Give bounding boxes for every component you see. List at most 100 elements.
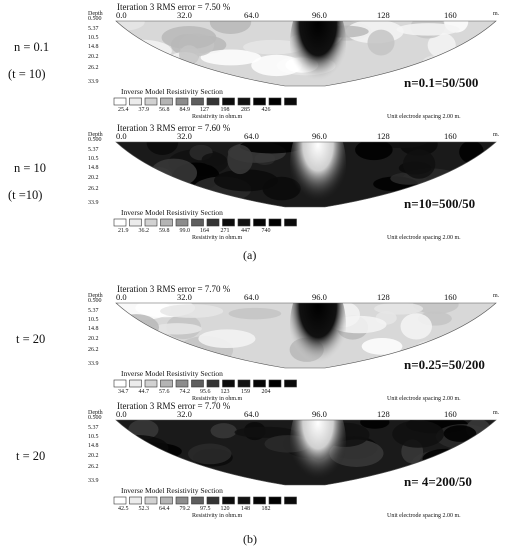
section-title: Inverse Model Resistivity Section bbox=[121, 369, 223, 378]
legend-value: 36.2 bbox=[138, 228, 150, 234]
depth-tick-label: 20.2 bbox=[88, 175, 99, 181]
electrode-spacing-label: Unit electrode spacing 2.00 m. bbox=[387, 396, 461, 402]
legend-swatch bbox=[253, 218, 266, 227]
legend-value: 127 bbox=[200, 107, 209, 113]
x-tick-label: 160 bbox=[444, 409, 457, 419]
depth-tick-label: 5.37 bbox=[88, 425, 99, 431]
rms-error-text: Iteration 3 RMS error = 7.60 % bbox=[117, 123, 231, 133]
x-tick-label: 128 bbox=[377, 131, 390, 141]
legend-swatch bbox=[175, 97, 189, 106]
legend-value: 123 bbox=[220, 389, 230, 395]
depth-tick-label: 14.8 bbox=[88, 326, 99, 332]
depth-tick-label: 20.2 bbox=[88, 336, 99, 342]
depth-tick-label: 26.2 bbox=[88, 65, 99, 71]
x-tick-label: 0.0 bbox=[116, 409, 127, 419]
legend-swatch bbox=[253, 97, 266, 106]
legend-swatch bbox=[206, 496, 220, 505]
resistivity-unit-label: Resistivity in ohm.m bbox=[192, 396, 243, 402]
x-tick-label: 64.0 bbox=[244, 292, 259, 302]
legend-swatch bbox=[206, 97, 220, 106]
depth-label: Depth bbox=[88, 410, 103, 416]
legend-value: 44.7 bbox=[138, 389, 150, 395]
legend-value: 57.6 bbox=[159, 389, 170, 395]
legend-value: 21.9 bbox=[118, 228, 129, 234]
legend-swatch bbox=[175, 379, 189, 388]
x-unit-label: m. bbox=[493, 11, 500, 17]
depth-tick-label: 33.9 bbox=[88, 200, 99, 206]
legend-value: 159 bbox=[241, 389, 250, 395]
legend-swatch bbox=[129, 496, 142, 505]
resistivity-unit-label: Resistivity in ohm.m bbox=[192, 114, 243, 120]
electrode-spacing-label: Unit electrode spacing 2.00 m. bbox=[387, 114, 461, 120]
rms-error-text: Iteration 3 RMS error = 7.70 % bbox=[117, 401, 231, 411]
x-unit-label: m. bbox=[493, 410, 500, 416]
section-outline bbox=[115, 20, 497, 87]
x-tick-label: 64.0 bbox=[244, 131, 259, 141]
legend-swatch bbox=[237, 97, 251, 106]
x-tick-label: 32.0 bbox=[177, 10, 192, 20]
side-label: t = 20 bbox=[16, 449, 46, 463]
depth-tick-label: 20.2 bbox=[88, 453, 99, 459]
resistivity-section bbox=[116, 21, 496, 86]
side-label: n = 10 bbox=[14, 161, 47, 175]
legend-swatch bbox=[129, 379, 142, 388]
depth-tick-label: 0.500 bbox=[88, 415, 102, 421]
ratio-label: n= 4=200/50 bbox=[404, 474, 472, 489]
x-unit-label: m. bbox=[493, 132, 500, 138]
legend-value: 99.0 bbox=[179, 228, 191, 234]
legend-value: 148 bbox=[241, 506, 250, 512]
legend-swatch bbox=[268, 496, 282, 505]
ratio-label: n=0.25=50/200 bbox=[404, 357, 485, 372]
depth-tick-label: 0.500 bbox=[88, 16, 102, 22]
caption-a: (a) bbox=[243, 248, 257, 262]
legend-swatch bbox=[191, 379, 204, 388]
legend-swatch bbox=[113, 496, 127, 505]
legend-swatch bbox=[284, 379, 297, 388]
rms-error-text: Iteration 3 RMS error = 7.50 % bbox=[117, 2, 231, 12]
legend-value: 25.4 bbox=[118, 107, 129, 113]
legend-swatch bbox=[144, 379, 158, 388]
legend-value: 37.9 bbox=[138, 107, 150, 113]
section-title: Inverse Model Resistivity Section bbox=[121, 486, 223, 495]
legend-swatch bbox=[129, 97, 142, 106]
x-tick-label: 64.0 bbox=[244, 10, 259, 20]
legend-value: 271 bbox=[220, 228, 230, 234]
legend-swatch bbox=[206, 379, 220, 388]
depth-tick-label: 5.37 bbox=[88, 308, 99, 314]
depth-tick-label: 20.2 bbox=[88, 54, 99, 60]
legend-swatch bbox=[284, 218, 297, 227]
legend-swatch bbox=[268, 97, 282, 106]
legend-swatch bbox=[222, 496, 235, 505]
legend-swatch bbox=[237, 496, 251, 505]
legend-value: 198 bbox=[220, 107, 230, 113]
legend-value: 164 bbox=[200, 228, 209, 234]
section-title: Inverse Model Resistivity Section bbox=[121, 208, 223, 217]
x-tick-label: 96.0 bbox=[312, 10, 327, 20]
legend-value: 95.6 bbox=[200, 389, 211, 395]
side-label: (t = 10) bbox=[8, 67, 46, 81]
electrode-spacing-label: Unit electrode spacing 2.00 m. bbox=[387, 513, 461, 519]
x-tick-label: 32.0 bbox=[177, 131, 192, 141]
legend-value: 59.8 bbox=[159, 228, 170, 234]
resistivity-unit-label: Resistivity in ohm.m bbox=[192, 235, 243, 241]
ratio-label: n=10=500/50 bbox=[404, 196, 476, 211]
depth-tick-label: 26.2 bbox=[88, 347, 99, 353]
depth-tick-label: 26.2 bbox=[88, 464, 99, 470]
x-tick-label: 0.0 bbox=[116, 10, 127, 20]
legend-swatch bbox=[191, 97, 204, 106]
legend-value: 52.3 bbox=[138, 506, 150, 512]
legend-swatch bbox=[160, 379, 173, 388]
legend-swatch bbox=[175, 496, 189, 505]
legend-value: 64.4 bbox=[159, 506, 170, 512]
depth-tick-label: 14.8 bbox=[88, 165, 99, 171]
legend-value: 42.5 bbox=[118, 506, 129, 512]
depth-tick-label: 14.8 bbox=[88, 44, 99, 50]
legend-swatch bbox=[284, 496, 297, 505]
depth-tick-label: 33.9 bbox=[88, 361, 99, 367]
depth-tick-label: 10.5 bbox=[88, 317, 99, 323]
legend-swatch bbox=[268, 218, 282, 227]
x-tick-label: 128 bbox=[377, 10, 390, 20]
legend-swatch bbox=[160, 496, 173, 505]
x-tick-label: 32.0 bbox=[177, 292, 192, 302]
electrode-spacing-label: Unit electrode spacing 2.00 m. bbox=[387, 235, 461, 241]
